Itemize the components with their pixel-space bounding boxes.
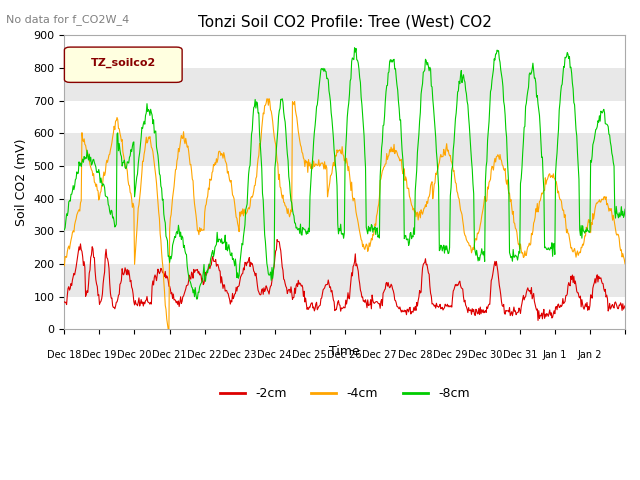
Text: Dec 18: Dec 18 [47,350,81,360]
Bar [65,297,625,329]
Text: Dec 20: Dec 20 [117,350,152,360]
Y-axis label: Soil CO2 (mV): Soil CO2 (mV) [15,139,28,226]
Text: Dec 22: Dec 22 [188,350,222,360]
Legend: -2cm, -4cm, -8cm: -2cm, -4cm, -8cm [215,383,474,406]
Text: Dec 29: Dec 29 [433,350,467,360]
Bar [65,166,625,199]
Text: Dec 23: Dec 23 [222,350,257,360]
X-axis label: Time: Time [330,345,360,358]
Bar [65,231,625,264]
Text: Dec 28: Dec 28 [397,350,432,360]
Text: TZ_soilco2: TZ_soilco2 [91,58,156,68]
Text: Dec 30: Dec 30 [468,350,502,360]
Text: Jan 1: Jan 1 [543,350,567,360]
Bar [65,101,625,133]
Text: Dec 24: Dec 24 [257,350,292,360]
Text: Dec 25: Dec 25 [292,350,327,360]
Text: Dec 21: Dec 21 [152,350,187,360]
Text: Dec 27: Dec 27 [362,350,397,360]
Text: Jan 2: Jan 2 [578,350,602,360]
Text: Dec 26: Dec 26 [328,350,362,360]
Text: No data for f_CO2W_4: No data for f_CO2W_4 [6,14,130,25]
Text: Dec 31: Dec 31 [502,350,537,360]
FancyBboxPatch shape [65,47,182,83]
Title: Tonzi Soil CO2 Profile: Tree (West) CO2: Tonzi Soil CO2 Profile: Tree (West) CO2 [198,15,492,30]
Bar [65,36,625,68]
Text: Dec 19: Dec 19 [83,350,116,360]
